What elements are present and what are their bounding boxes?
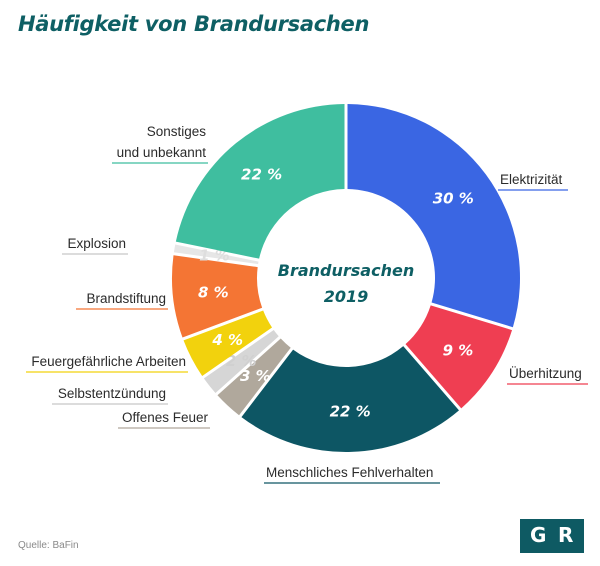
- value-label-feuergefahrliche-arbeiten: 4 %: [211, 331, 243, 349]
- category-label-sonstiges-und-unbekannt: und unbekannt: [117, 145, 207, 160]
- slice-brandstiftung: [171, 255, 263, 338]
- category-label-selbstentzundung: Selbstentzündung: [58, 386, 166, 401]
- category-label-uberhitzung: Überhitzung: [509, 366, 582, 381]
- value-label-menschliches-fehlverhalten: 22 %: [330, 402, 371, 420]
- category-label-sonstiges-und-unbekannt: Sonstiges: [147, 124, 207, 139]
- value-label-brandstiftung: 8 %: [198, 284, 229, 302]
- value-label-uberhitzung: 9 %: [443, 342, 474, 360]
- category-label-offenes-feuer: Offenes Feuer: [122, 410, 209, 425]
- category-label-brandstiftung: Brandstiftung: [86, 291, 166, 306]
- value-label-offenes-feuer: 3 %: [240, 367, 271, 385]
- source-note: Quelle: BaFin: [18, 540, 79, 551]
- value-label-elektrizitat: 30 %: [433, 190, 474, 208]
- category-label-elektrizitat: Elektrizität: [500, 172, 563, 187]
- logo-letter-r: R: [558, 523, 574, 547]
- logo-letter-g: G: [530, 523, 547, 547]
- slice-selbstentzundung: [203, 329, 279, 394]
- category-label-explosion: Explosion: [67, 236, 126, 251]
- slice-uberhitzung: [405, 305, 513, 409]
- slice-feuergefahrliche-arbeiten: [183, 310, 273, 376]
- value-label-selbstentzundung: 2 %: [226, 352, 257, 370]
- category-label-menschliches-fehlverhalten: Menschliches Fehlverhalten: [266, 465, 433, 480]
- slice-offenes-feuer: [217, 338, 291, 416]
- center-label: Brandursachen: [278, 261, 414, 280]
- slice-elektrizitat: [347, 104, 520, 328]
- slice-explosion: [173, 244, 259, 265]
- chart-title: Häufigkeit von Brandursachen: [18, 12, 370, 36]
- slice-sonstiges-und-unbekannt: [175, 104, 345, 259]
- center-year: 2019: [324, 287, 369, 306]
- category-label-feuergefahrliche-arbeiten: Feuergefährliche Arbeiten: [31, 354, 186, 369]
- value-label-sonstiges-und-unbekannt: 22 %: [241, 166, 282, 184]
- slice-menschliches-fehlverhalten: [241, 346, 459, 453]
- publisher-logo: G R: [520, 519, 584, 553]
